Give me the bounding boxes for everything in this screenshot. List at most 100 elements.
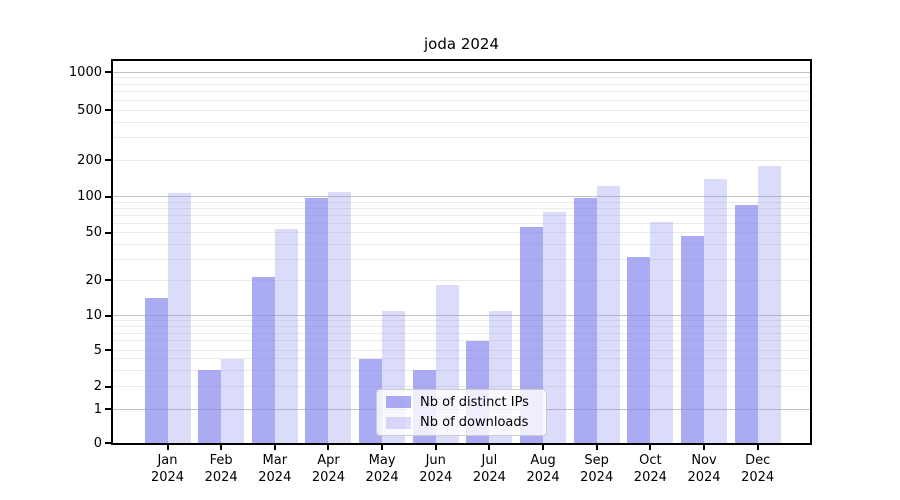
- bar-downloads-aug: [543, 211, 567, 443]
- legend-entry-downloads: Nb of downloads: [386, 413, 537, 434]
- gridline-minor: [113, 320, 810, 322]
- gridline-major: [113, 196, 810, 198]
- y-tick: [105, 195, 111, 198]
- x-tick-label: Mar 2024: [258, 453, 292, 485]
- x-tick: [220, 445, 223, 450]
- x-tick-label: Aug 2024: [526, 453, 560, 485]
- y-tick-label: 5: [93, 342, 102, 358]
- x-tick: [703, 445, 705, 450]
- y-tick: [105, 385, 111, 388]
- gridline-minor: [113, 99, 810, 101]
- y-tick: [105, 314, 111, 317]
- gridline-minor: [113, 369, 810, 371]
- gridline-minor: [113, 77, 810, 79]
- y-tick-label: 20: [85, 272, 102, 288]
- x-tick-label: Feb 2024: [204, 453, 238, 485]
- bar-downloads-sep: [596, 185, 620, 443]
- gridline-minor: [113, 258, 810, 260]
- y-tick: [105, 159, 111, 161]
- x-tick: [166, 445, 169, 450]
- y-tick: [105, 231, 111, 234]
- y-tick: [105, 408, 111, 411]
- bar-downloads-mar: [274, 228, 298, 443]
- y-tick-label: 1: [93, 401, 102, 417]
- x-tick-label: Apr 2024: [311, 453, 345, 485]
- y-tick-label: 1000: [68, 64, 102, 80]
- bar-distinct-ips-mar: [251, 277, 275, 443]
- bar-distinct-ips-oct: [627, 257, 651, 443]
- y-tick: [105, 109, 111, 111]
- plot-inner: [113, 61, 810, 443]
- x-tick-label: Dec 2024: [741, 453, 775, 485]
- x-tick: [327, 445, 330, 450]
- bar-downloads-dec: [757, 166, 781, 443]
- bar-downloads-oct: [650, 222, 674, 443]
- y-tick: [105, 71, 111, 73]
- gridline-minor: [113, 349, 810, 351]
- x-tick-label: Nov 2024: [687, 453, 721, 485]
- y-tick-label: 100: [77, 189, 102, 205]
- gridline-major: [113, 71, 810, 73]
- y-tick-label: 0: [93, 435, 102, 451]
- x-tick: [756, 445, 759, 450]
- legend-swatch-distinct-ips: [386, 396, 411, 409]
- y-tick-label: 500: [77, 102, 102, 118]
- gridline-minor: [113, 159, 810, 161]
- y-tick-label: 10: [85, 308, 102, 323]
- gridline-minor: [113, 243, 810, 245]
- y-tick-label: 200: [77, 152, 102, 168]
- x-tick-label: Jul 2024: [472, 453, 506, 485]
- gridline-minor: [113, 137, 810, 139]
- x-tick: [381, 445, 384, 450]
- legend-entry-distinct-ips: Nb of distinct IPs: [386, 392, 537, 413]
- gridline-minor: [113, 214, 810, 216]
- gridline-minor: [113, 232, 810, 234]
- gridline-minor: [113, 121, 810, 123]
- x-tick: [595, 445, 598, 450]
- gridline-minor: [113, 222, 810, 224]
- gridline-minor: [113, 332, 810, 334]
- legend-label-distinct-ips: Nb of distinct IPs: [420, 394, 529, 410]
- legend: Nb of distinct IPs Nb of downloads: [376, 389, 547, 436]
- y-tick-label: 50: [85, 225, 102, 241]
- bar-distinct-ips-dec: [734, 205, 758, 443]
- bar-downloads-jan: [167, 192, 191, 443]
- bar-downloads-feb: [221, 358, 245, 443]
- bar-distinct-ips-sep: [573, 198, 597, 443]
- plot-area: [111, 59, 812, 445]
- gridline-minor: [113, 340, 810, 342]
- gridline-minor: [113, 109, 810, 111]
- gridline-minor: [113, 386, 810, 388]
- x-tick-label: Jun 2024: [419, 453, 453, 485]
- gridline-minor: [113, 358, 810, 360]
- bar-downloads-nov: [704, 178, 727, 443]
- x-tick-label: May 2024: [365, 453, 399, 485]
- gridline-minor: [113, 207, 810, 209]
- bar-downloads-apr: [328, 191, 352, 443]
- chart-title: joda 2024: [424, 35, 499, 53]
- legend-swatch-downloads: [386, 416, 411, 429]
- x-tick: [542, 445, 545, 450]
- bar-distinct-ips-jan: [144, 298, 168, 443]
- gridline-minor: [113, 326, 810, 328]
- x-tick: [488, 445, 491, 450]
- bar-distinct-ips-nov: [681, 235, 704, 443]
- legend-label-downloads: Nb of downloads: [420, 415, 529, 431]
- y-tick: [105, 349, 111, 351]
- gridline-minor: [113, 91, 810, 93]
- x-tick: [434, 445, 437, 450]
- x-tick-label: Oct 2024: [633, 453, 667, 485]
- y-tick: [105, 279, 111, 281]
- gridline-minor: [113, 83, 810, 85]
- gridline-minor: [113, 279, 810, 281]
- y-tick: [105, 442, 111, 445]
- bar-distinct-ips-apr: [305, 198, 329, 443]
- x-tick-label: Sep 2024: [580, 453, 614, 485]
- bar-distinct-ips-aug: [520, 226, 544, 443]
- gridline-minor: [113, 201, 810, 203]
- x-tick-label: Jan 2024: [150, 453, 185, 485]
- y-tick-label: 2: [93, 379, 102, 395]
- x-tick: [273, 445, 276, 450]
- gridline-major: [113, 315, 810, 316]
